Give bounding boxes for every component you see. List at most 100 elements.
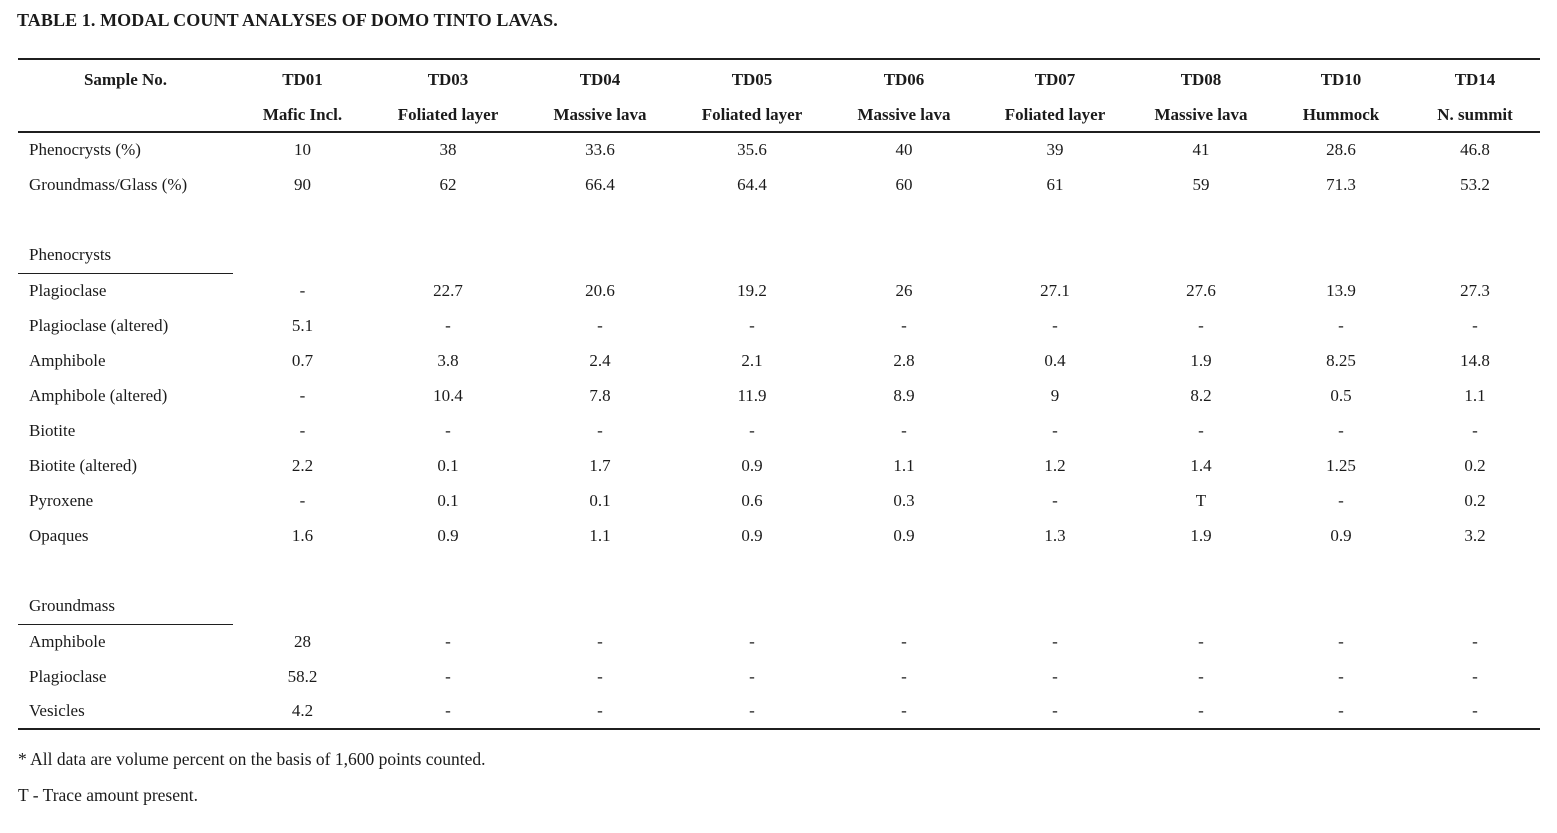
row-label: Amphibole (altered) (29, 385, 168, 405)
data-cell: - (597, 701, 603, 720)
header-spacer-cell (18, 99, 233, 133)
row-label: Plagioclase (29, 666, 107, 686)
footnote-volume-percent: * All data are volume percent on the bas… (18, 749, 486, 769)
footnote-trace: T - Trace amount present. (18, 785, 198, 805)
data-cell: 27.3 (1460, 280, 1490, 300)
data-cell: 3.2 (1464, 525, 1486, 545)
spacer-cell (18, 553, 1540, 589)
data-cell: 38 (439, 140, 457, 159)
data-cell: 35.6 (737, 140, 767, 159)
column-id-header: TD10 (1320, 69, 1362, 89)
data-cell: - (1198, 315, 1204, 335)
data-cell: T (1195, 490, 1207, 510)
data-cell: - (1472, 701, 1478, 720)
section-label: Phenocrysts (18, 238, 233, 274)
data-cell: 41 (1192, 140, 1210, 159)
row-label: Phenocrysts (%) (29, 140, 141, 159)
data-cell: 0.1 (437, 455, 459, 475)
data-cell: - (597, 315, 603, 335)
table-head: Sample No. TD01 TD03 TD04 TD05 TD06 TD07 TD08 TD… (18, 59, 1540, 133)
data-cell: - (299, 385, 306, 405)
data-cell: 62 (439, 174, 457, 194)
data-cell: - (299, 420, 306, 440)
data-cell: 0.5 (1330, 385, 1352, 405)
data-cell: - (1338, 666, 1344, 686)
data-cell: 14.8 (1460, 350, 1490, 370)
data-cell: 19.2 (737, 280, 767, 300)
data-cell: 0.9 (741, 525, 763, 545)
table-row: Biotite - - - - - - - - - (18, 413, 1540, 448)
modal-count-table: Sample No. TD01 TD03 TD04 TD05 TD06 TD07 TD08 TD… (18, 58, 1540, 730)
data-cell: - (1198, 420, 1204, 440)
data-cell: 1.25 (1326, 455, 1356, 475)
data-cell: - (1472, 631, 1478, 651)
data-cell: 2.2 (291, 455, 314, 475)
data-cell: 0.2 (1464, 455, 1486, 475)
data-cell: - (445, 666, 451, 686)
column-desc-header: N. summit (1410, 99, 1540, 133)
data-cell: - (1198, 631, 1204, 651)
row-label: Pyroxene (29, 490, 94, 510)
data-cell: 1.6 (291, 525, 314, 545)
data-cell: 59 (1192, 174, 1210, 194)
data-cell: 0.9 (741, 455, 763, 475)
table-row: Plagioclase - 22.7 20.6 19.2 26 27.1 27.6 13.9 27… (18, 273, 1540, 308)
data-cell: - (749, 315, 755, 335)
table-row: Plagioclase 58.2 - - - - - - - - (18, 659, 1540, 694)
column-desc-header: Hummock (1272, 99, 1410, 133)
row-label: Biotite (altered) (29, 455, 138, 475)
data-cell: - (1052, 701, 1058, 720)
section-filler-cell (233, 589, 1540, 624)
column-id-header: TD01 (282, 69, 323, 89)
data-cell: 10 (294, 140, 311, 159)
data-cell: - (445, 315, 451, 335)
row-label: Groundmass/Glass (%) (29, 174, 188, 194)
data-cell: 1.1 (893, 455, 915, 475)
data-cell: 27.1 (1040, 280, 1070, 300)
data-cell: 58.2 (287, 666, 318, 686)
data-cell: 61 (1046, 174, 1064, 194)
data-cell: 53.2 (1460, 174, 1490, 194)
row-label: Opaques (29, 525, 89, 545)
data-cell: - (1338, 420, 1344, 440)
table-row: Biotite (altered) 2.2 0.1 1.7 0.9 1.1 1.2 1.4 1.… (18, 448, 1540, 483)
data-cell: 0.9 (893, 525, 915, 545)
column-desc-header: Massive lava (1130, 99, 1272, 133)
data-cell: - (749, 420, 755, 440)
data-cell: - (901, 420, 907, 440)
data-cell: 8.2 (1190, 385, 1212, 405)
table-row: Opaques 1.6 0.9 1.1 0.9 0.9 1.3 1.9 0.9 3.2 (18, 518, 1540, 553)
data-cell: 0.7 (291, 350, 314, 370)
data-cell: 60 (895, 174, 913, 194)
data-cell: - (1472, 315, 1478, 335)
data-cell: 8.25 (1326, 350, 1356, 370)
data-cell: 22.7 (433, 280, 463, 300)
section-row: Groundmass (18, 589, 1540, 625)
table-title: TABLE 1. MODAL COUNT ANALYSES OF DOMO TI… (17, 10, 558, 30)
data-cell: 4.2 (291, 701, 314, 720)
data-cell: 39 (1046, 140, 1064, 159)
data-cell: 1.2 (1044, 455, 1066, 475)
data-cell: 0.3 (893, 490, 915, 510)
data-cell: - (1198, 701, 1204, 720)
header-row-sample-ids: Sample No. TD01 TD03 TD04 TD05 TD06 TD07 TD08 TD… (18, 59, 1540, 99)
section-filler-cell (233, 238, 1540, 273)
data-cell: 2.4 (589, 350, 611, 370)
data-cell: 0.1 (437, 490, 459, 510)
data-cell: 66.4 (585, 174, 615, 194)
data-cell: - (1052, 631, 1058, 651)
data-cell: 3.8 (437, 350, 459, 370)
data-cell: 40 (895, 140, 913, 159)
data-cell: 20.6 (585, 280, 615, 300)
row-label: Vesicles (29, 701, 85, 720)
data-cell: 1.1 (589, 525, 611, 545)
data-cell: - (901, 631, 907, 651)
data-cell: 0.1 (589, 490, 611, 510)
row-label: Plagioclase (altered) (29, 315, 169, 335)
data-cell: 28 (294, 631, 311, 651)
data-cell: - (1338, 701, 1344, 720)
column-desc-header: Foliated layer (372, 99, 524, 133)
data-cell: 1.3 (1044, 525, 1066, 545)
column-desc-header: Foliated layer (980, 99, 1130, 133)
